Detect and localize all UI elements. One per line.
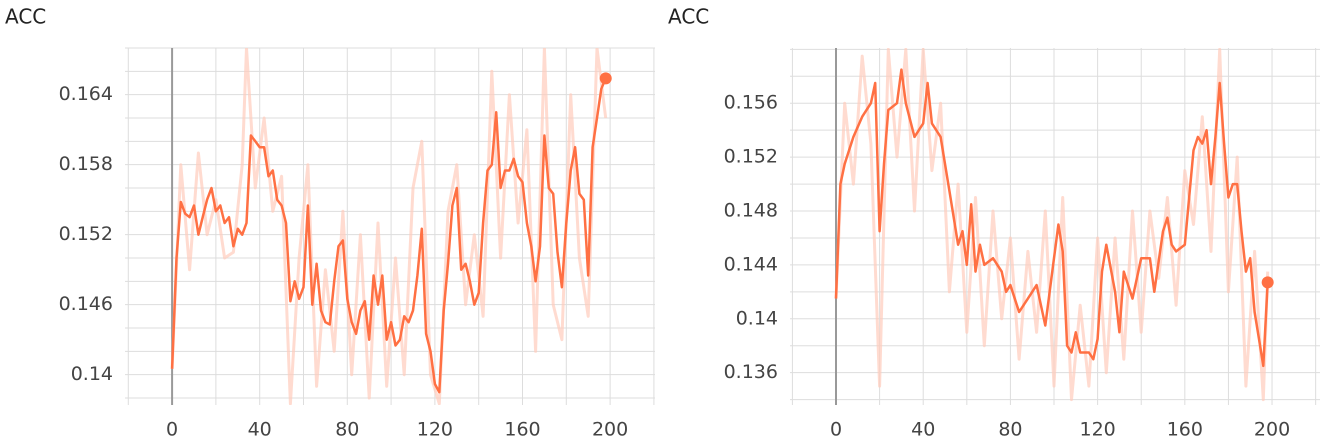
x-tick-label: 160	[504, 419, 540, 441]
y-tick-label: 0.14	[71, 363, 113, 385]
x-tick-label: 0	[830, 419, 842, 441]
y-tick-label: 0.144	[724, 253, 778, 275]
plot-lines	[170, 48, 608, 405]
chart-title: ACC	[5, 5, 46, 29]
x-tick-label: 200	[1254, 419, 1290, 441]
y-tick-label: 0.156	[724, 92, 778, 114]
x-tick-label: 160	[1167, 419, 1203, 441]
y-tick-label: 0.152	[724, 146, 778, 168]
end-marker	[1261, 276, 1274, 289]
x-tick-label: 0	[166, 419, 178, 441]
y-tick-label: 0.152	[59, 223, 113, 245]
x-tick-label: 40	[911, 419, 935, 441]
series-line	[170, 48, 608, 405]
plot-lines	[834, 48, 1270, 402]
x-tick-label: 120	[417, 419, 453, 441]
chart-title: ACC	[668, 5, 709, 29]
series-line	[170, 77, 607, 394]
y-tick-label: 0.14	[736, 307, 778, 329]
y-tick-label: 0.136	[724, 361, 778, 383]
y-tick-label: 0.158	[59, 153, 113, 175]
y-tick-label: 0.148	[724, 200, 778, 222]
x-tick-label: 40	[248, 419, 272, 441]
x-tick-label: 200	[592, 419, 628, 441]
end-marker	[599, 72, 612, 85]
x-tick-label: 80	[335, 419, 359, 441]
x-tick-label: 120	[1079, 419, 1115, 441]
series-line	[834, 48, 1270, 402]
x-tick-label: 80	[998, 419, 1022, 441]
y-tick-label: 0.146	[59, 293, 113, 315]
series-line	[834, 68, 1269, 368]
y-tick-label: 0.164	[59, 83, 113, 105]
